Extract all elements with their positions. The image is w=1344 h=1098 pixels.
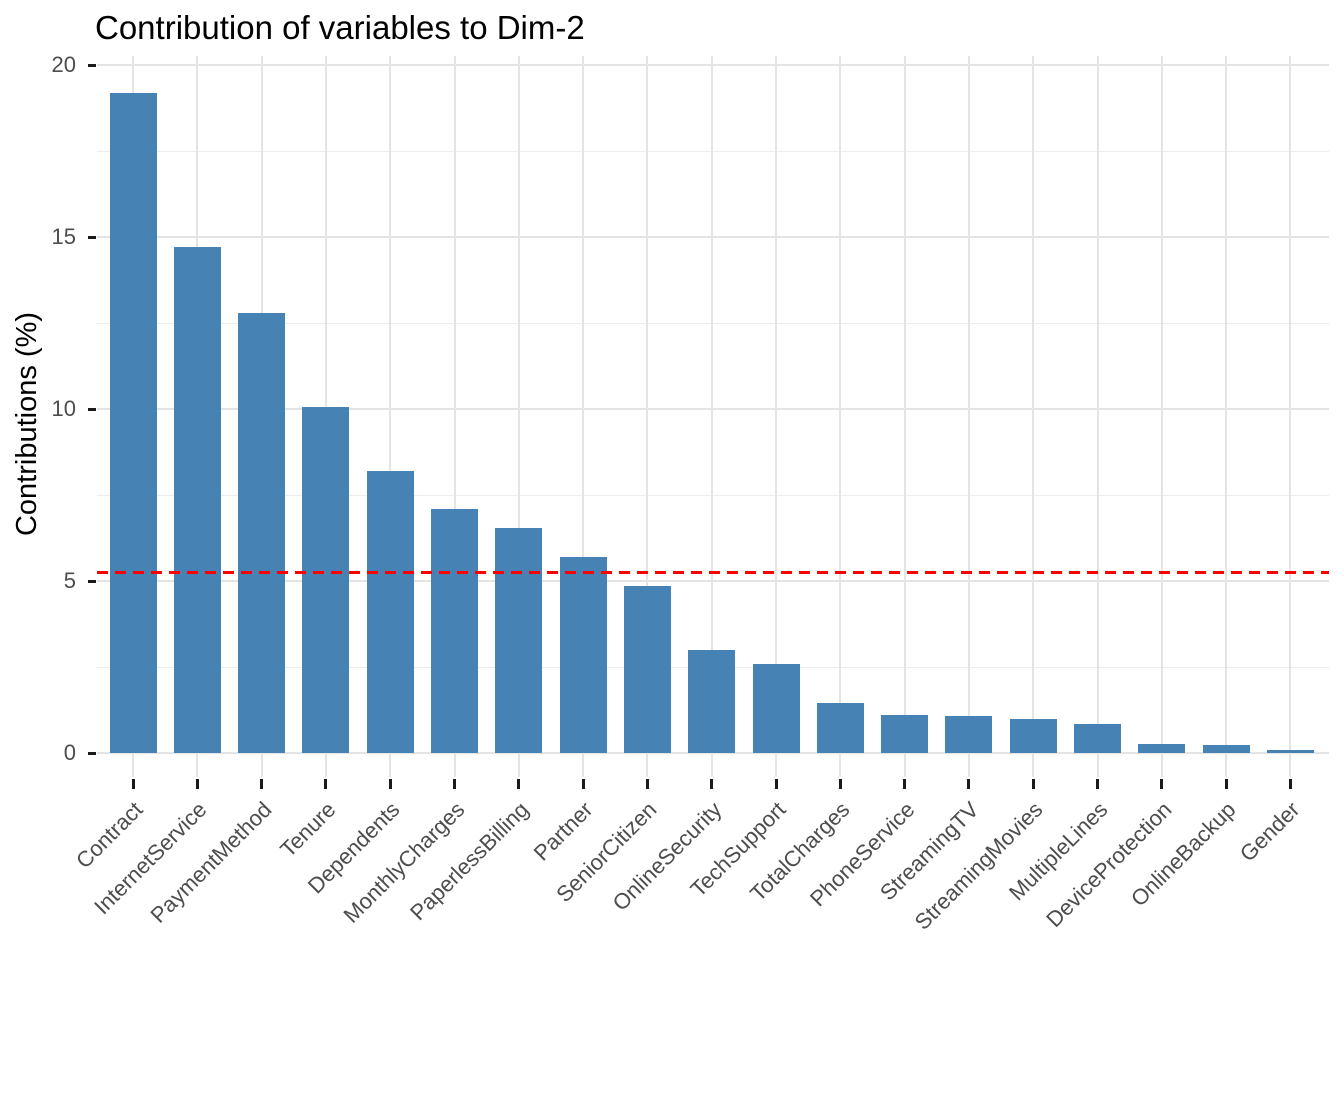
y-tick-label: 10 [51, 396, 76, 421]
gridline-major-vertical [453, 56, 456, 777]
x-tick-mark [774, 779, 778, 789]
bar-DeviceProtection [1138, 744, 1186, 753]
bar-TechSupport [752, 664, 800, 753]
gridline-minor-horizontal [97, 494, 1329, 496]
bar-StreamingTV [945, 716, 993, 753]
bar-InternetService [173, 247, 221, 753]
bar-Tenure [302, 407, 350, 753]
bar-StreamingMovies [1009, 719, 1057, 753]
x-tick-mark [838, 779, 842, 789]
bar-Dependents [366, 471, 414, 753]
x-tick-mark [967, 779, 971, 789]
x-tick-mark [388, 779, 392, 789]
gridline-minor-horizontal [97, 322, 1329, 324]
bar-MultipleLines [1074, 724, 1121, 753]
gridline-major-horizontal [97, 580, 1329, 582]
bar-TotalCharges [816, 703, 864, 753]
y-tick-label: 0 [63, 740, 76, 765]
x-tick-mark [1288, 779, 1292, 789]
x-tick-mark [195, 779, 199, 789]
gridline-major-vertical [710, 56, 713, 777]
gridline-major-horizontal [97, 236, 1329, 238]
x-tick-mark [710, 779, 714, 789]
x-tick-mark [453, 779, 456, 789]
gridline-major-vertical [1225, 56, 1228, 777]
y-tick-mark [88, 235, 96, 239]
x-tick-mark [324, 779, 328, 789]
x-tick-mark [1031, 779, 1035, 789]
bar-Contract [109, 93, 157, 753]
y-tick-label: 5 [63, 568, 76, 593]
gridline-major-horizontal [97, 408, 1329, 410]
x-tick-mark [260, 779, 264, 789]
gridline-major-horizontal [97, 64, 1329, 66]
gridline-major-vertical [517, 56, 520, 777]
x-tick-mark [131, 779, 135, 789]
bar-Partner [559, 557, 607, 753]
gridline-major-vertical [967, 56, 970, 777]
bar-SeniorCitizen [623, 586, 671, 753]
gridline-major-vertical [1032, 56, 1035, 777]
bar-PaperlessBilling [495, 528, 543, 753]
plot-title: Contribution of variables to Dim-2 [95, 9, 585, 46]
y-tick-label: 15 [51, 224, 76, 249]
bar-MonthlyCharges [431, 509, 478, 753]
x-tick-mark [581, 779, 585, 789]
reference-line [97, 570, 1329, 574]
bar-OnlineBackup [1202, 745, 1250, 753]
gridline-major-vertical [775, 56, 777, 777]
gridline-minor-horizontal [97, 150, 1329, 152]
gridline-major-vertical [389, 56, 392, 777]
gridline-major-vertical [903, 56, 906, 777]
bar-OnlineSecurity [688, 650, 736, 753]
gridline-major-vertical [582, 56, 585, 777]
x-tick-mark [1096, 779, 1099, 789]
y-tick-mark [88, 407, 96, 411]
gridline-major-vertical [1160, 56, 1163, 777]
gridline-major-vertical [839, 56, 842, 777]
gridline-major-vertical [1289, 56, 1292, 777]
y-tick-mark [88, 751, 96, 755]
gridline-major-vertical [1096, 56, 1099, 777]
gridline-major-vertical [646, 56, 649, 777]
bar-PaymentMethod [238, 313, 286, 753]
x-tick-mark [645, 779, 649, 789]
gridline-major-horizontal [97, 752, 1329, 754]
plot-panel [97, 56, 1329, 777]
x-tick-mark [1160, 779, 1164, 789]
x-tick-mark [517, 779, 521, 789]
y-tick-mark [88, 579, 96, 583]
contribution-bar-chart: Contribution of variables to Dim-2 Contr… [11, 9, 1329, 935]
y-tick-mark [88, 63, 96, 67]
x-tick-mark [903, 779, 907, 789]
bar-PhoneService [881, 715, 929, 753]
bar-Gender [1266, 750, 1314, 753]
y-tick-label: 20 [51, 52, 76, 77]
x-tick-mark [1224, 779, 1228, 789]
